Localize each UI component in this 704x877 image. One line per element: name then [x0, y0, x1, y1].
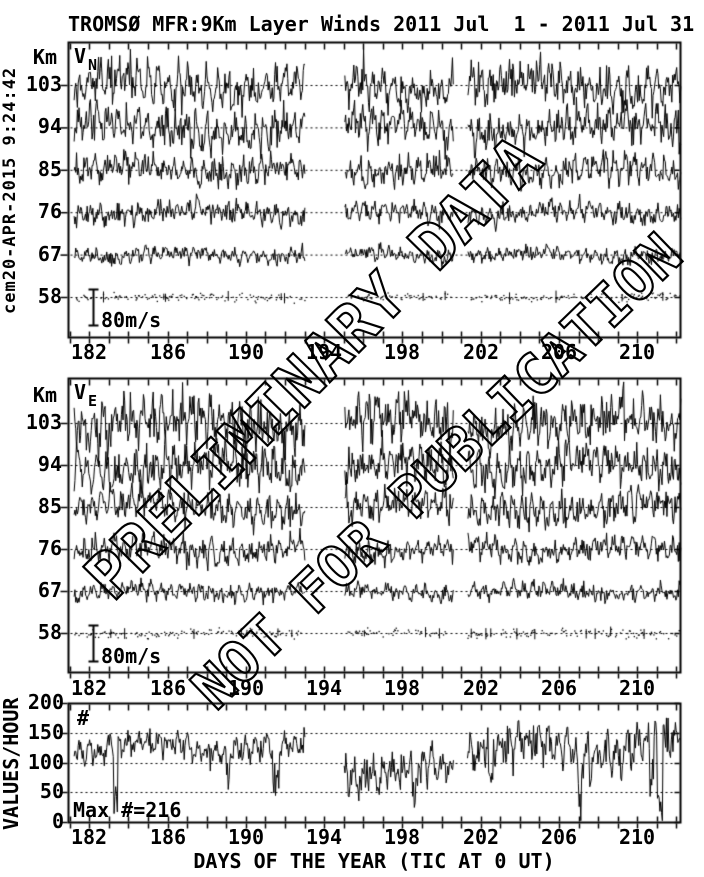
panel-ve-label-subscript: E — [88, 392, 98, 410]
counts-ytick-label: 100 — [27, 750, 64, 774]
x-tick-label: 194 — [305, 340, 343, 364]
altitude-tick-label: 85 — [37, 494, 62, 518]
panel-vn-label-subscript: N — [88, 56, 98, 74]
x-tick-label: 186 — [149, 825, 187, 849]
x-tick-label: 206 — [540, 825, 578, 849]
km-unit-label-top: Km — [32, 45, 57, 69]
km-unit-label-middle: Km — [32, 383, 57, 407]
x-tick-label: 182 — [70, 825, 108, 849]
altitude-tick-label: 94 — [37, 114, 62, 138]
x-tick-label: 190 — [227, 676, 265, 700]
x-tick-label: 190 — [227, 340, 265, 364]
altitude-tick-label: 85 — [37, 157, 62, 181]
x-tick-label: 186 — [149, 676, 187, 700]
altitude-tick-label: 103 — [25, 72, 62, 96]
counts-ytick-label: 150 — [27, 720, 64, 744]
altitude-tick-label: 58 — [37, 284, 62, 308]
x-tick-label: 190 — [227, 825, 265, 849]
altitude-tick-label: 94 — [37, 452, 62, 476]
x-tick-label: 198 — [383, 676, 421, 700]
counts-panel-label: # — [77, 706, 90, 730]
x-tick-label: 210 — [618, 340, 656, 364]
x-tick-label: 194 — [305, 825, 343, 849]
altitude-tick-label: 103 — [25, 410, 62, 434]
scale-bar-label-ve: 80m/s — [101, 644, 162, 668]
counts-ytick-label: 0 — [51, 809, 64, 833]
plot-title: TROMSØ MFR:9Km Layer Winds 2011 Jul 1 - … — [68, 12, 695, 36]
altitude-tick-label: 76 — [37, 199, 62, 223]
x-tick-label: 210 — [618, 825, 656, 849]
x-tick-label: 206 — [540, 340, 578, 364]
x-tick-label: 198 — [383, 825, 421, 849]
x-tick-label: 202 — [462, 340, 500, 364]
scale-bar-label-vn: 80m/s — [101, 308, 162, 332]
panel-ve-label: V — [74, 380, 87, 404]
counts-ytick-label: 50 — [39, 779, 64, 803]
x-tick-label: 198 — [383, 340, 421, 364]
altitude-tick-label: 76 — [37, 536, 62, 560]
counts-ytick-label: 200 — [27, 690, 64, 714]
x-tick-label: 206 — [540, 676, 578, 700]
altitude-tick-label: 58 — [37, 620, 62, 644]
x-tick-label: 210 — [618, 676, 656, 700]
x-tick-label: 186 — [149, 340, 187, 364]
x-tick-label: 182 — [70, 676, 108, 700]
x-tick-label: 202 — [462, 676, 500, 700]
counts-max-annotation: Max #=216 — [73, 798, 182, 822]
altitude-tick-label: 67 — [37, 578, 62, 602]
x-tick-label: 182 — [70, 340, 108, 364]
x-tick-label: 202 — [462, 825, 500, 849]
altitude-tick-label: 67 — [37, 242, 62, 266]
x-tick-label: 194 — [305, 676, 343, 700]
panel-vn-label: V — [74, 44, 87, 68]
x-axis-title: DAYS OF THE YEAR (TIC AT 0 UT) — [193, 849, 555, 873]
